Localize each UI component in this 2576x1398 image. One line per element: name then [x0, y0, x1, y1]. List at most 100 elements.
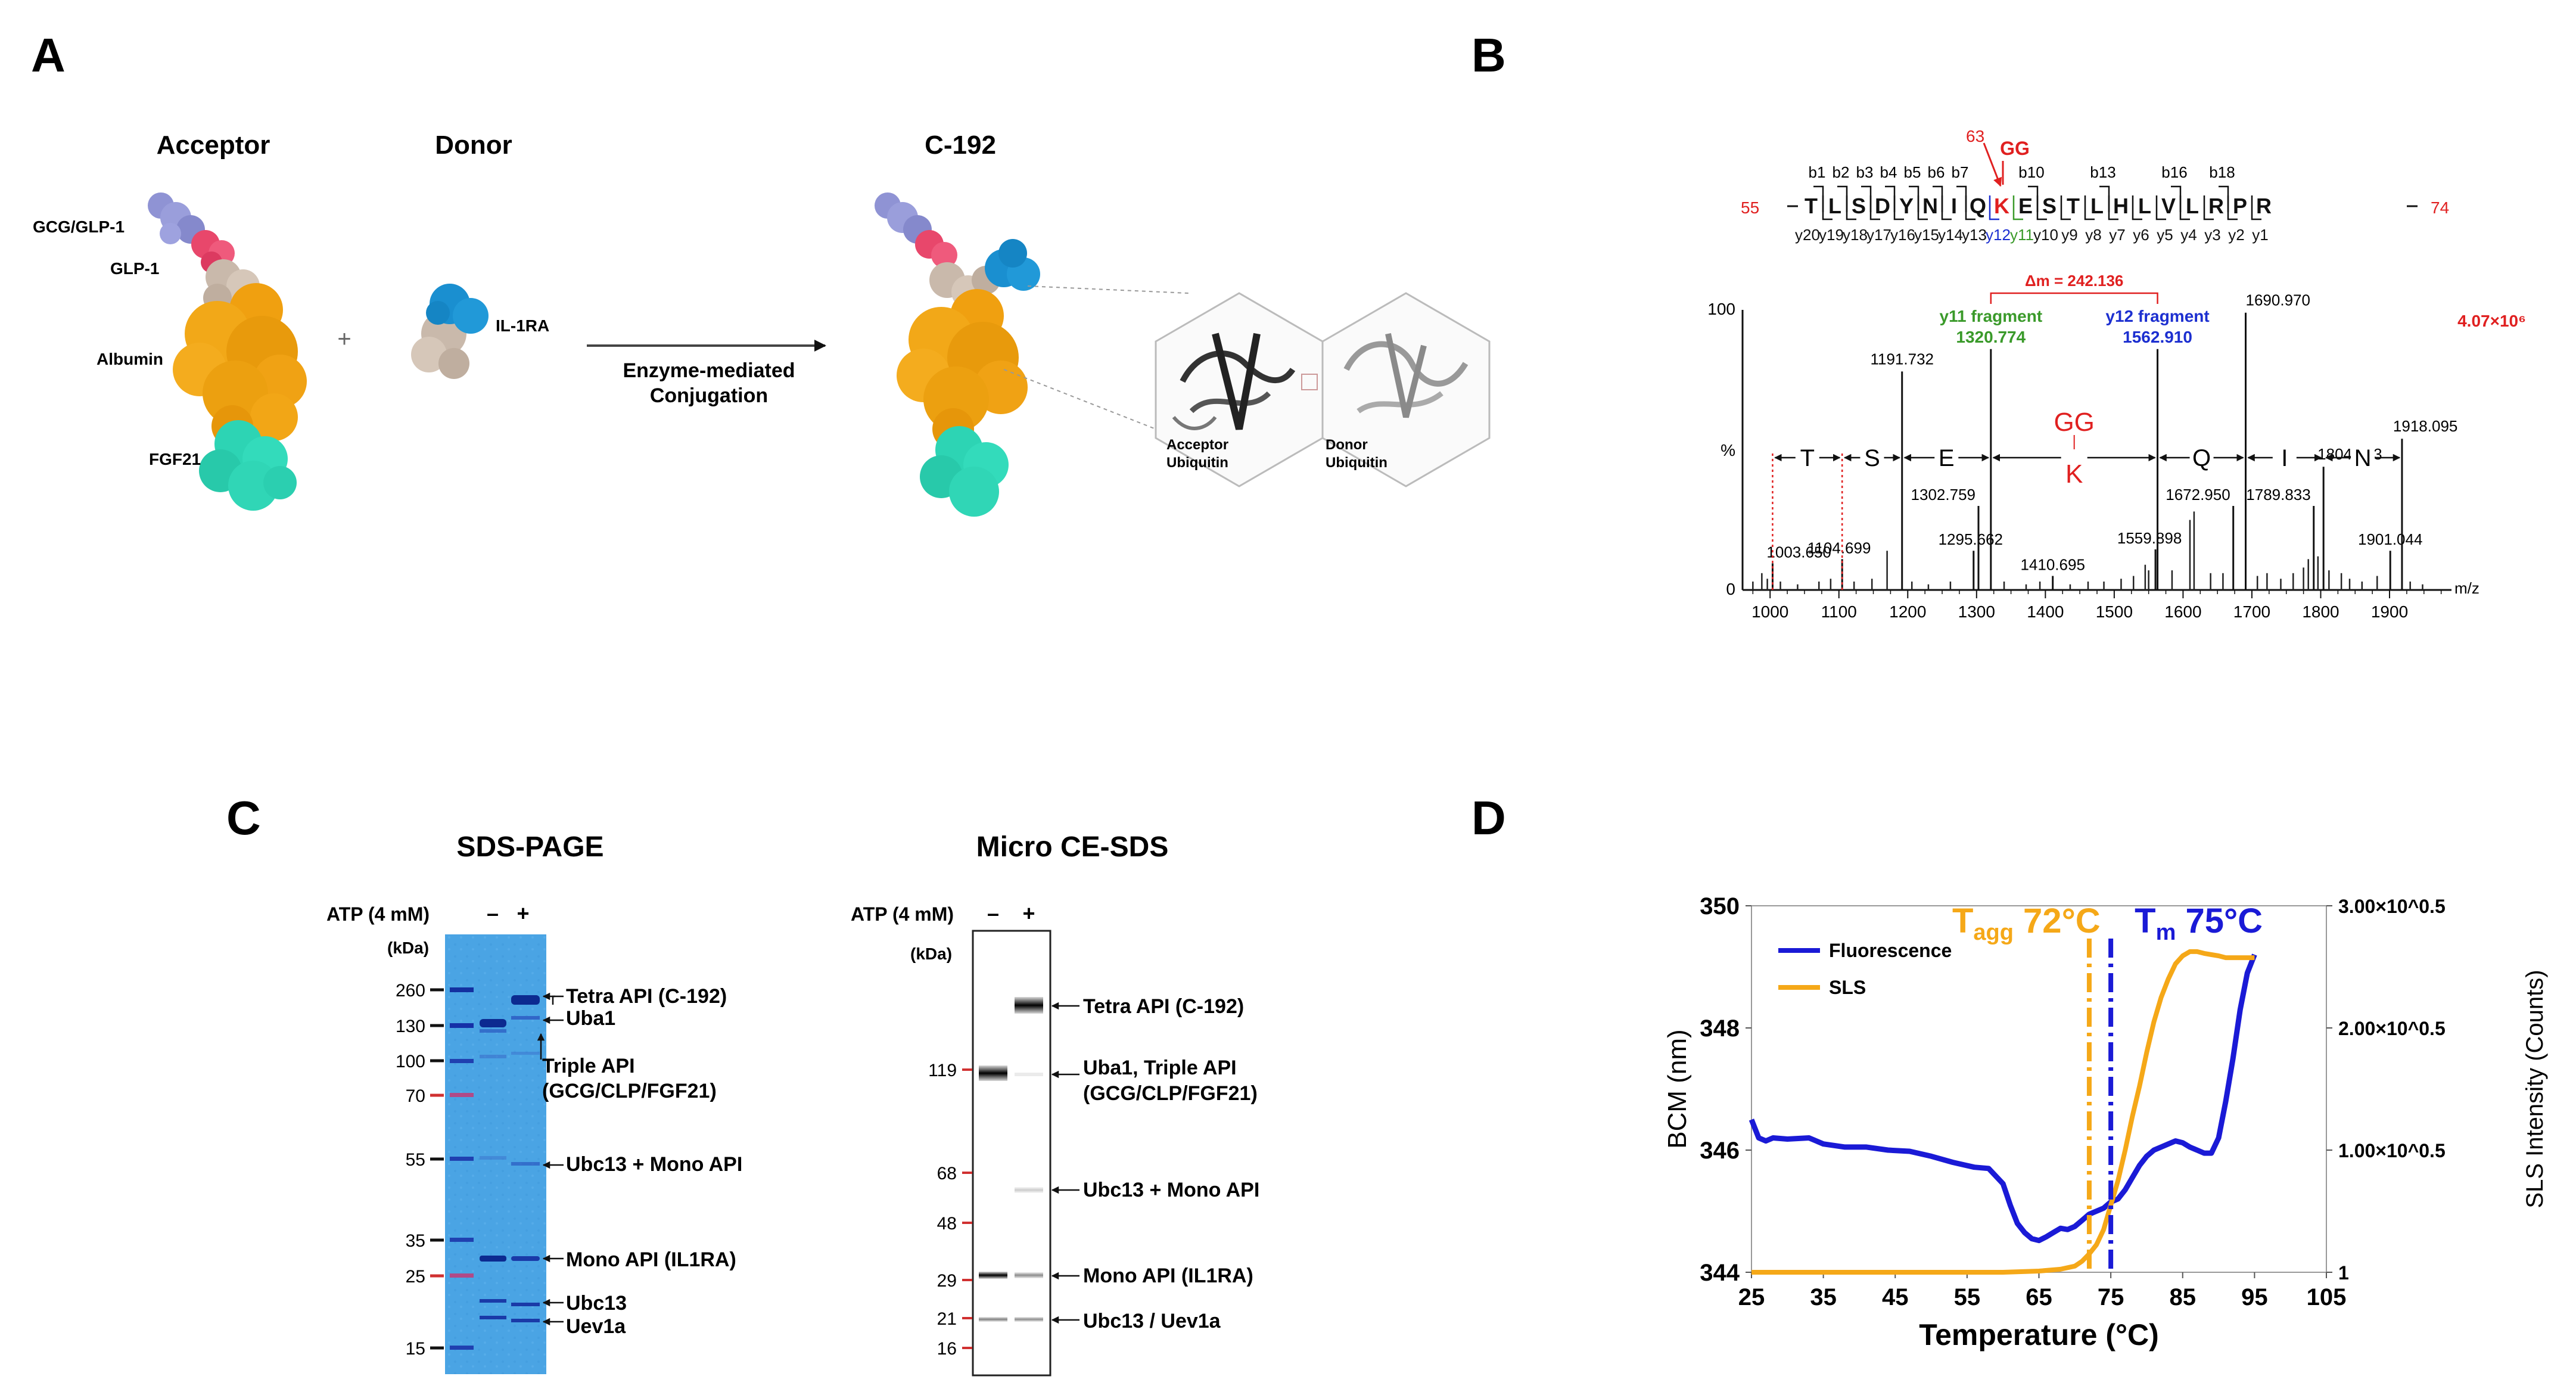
arrow-label-line1: Enzyme-mediated: [623, 359, 795, 382]
panel-c: SDS-PAGE Micro CE-SDS ATP (4 mM) – + (kD…: [326, 831, 1259, 1377]
residue-17: L: [2186, 194, 2199, 218]
ce-band-label: Ubc13 / Uev1a: [1083, 1310, 1221, 1332]
y-ion-bracket: [1941, 195, 1952, 220]
spectrum-peak-label: 1104.699: [1807, 539, 1871, 557]
residue-11: S: [2042, 194, 2057, 218]
y-ion-bracket: [2227, 195, 2238, 220]
y-ion-label: y12: [1986, 226, 2011, 244]
x-tick-label: 105: [2307, 1284, 2347, 1310]
y-ion-bracket: [1965, 195, 1975, 220]
label-albumin: Albumin: [97, 350, 163, 368]
y-ion-label: y18: [1843, 226, 1868, 244]
gcg-glp1-domain: [148, 192, 205, 244]
b-ion-label: b13: [2090, 163, 2115, 181]
y-ion-bracket: [1846, 195, 1856, 220]
ce-band-label: Uba1, Triple API: [1083, 1057, 1237, 1079]
spectrum-peak-label: 1918.095: [2393, 417, 2457, 435]
spectrum-peak-label: 1191.732: [1870, 350, 1934, 368]
residue-16: V: [2161, 194, 2176, 218]
b-ion-label: b18: [2209, 163, 2235, 181]
ce-lane-minus-bands: [979, 1065, 1007, 1322]
residue-gap-mask: [1860, 443, 1884, 472]
sds-marker-value: 55: [406, 1150, 425, 1170]
label-glp1: GLP-1: [110, 259, 159, 278]
y-tick-label: 346: [1700, 1138, 1740, 1164]
y2-tick-label: 1.00×10^0.5: [2338, 1140, 2446, 1161]
y2-tick-label: 3.00×10^0.5: [2338, 896, 2446, 917]
y-ion-bracket: [2060, 195, 2071, 220]
panel-b: 55 74T L S D Y N I Q K E S T L H L V L R P Rb1 b2 b3 b4 b5 b6 b7 b1…: [1707, 127, 2526, 621]
sds-band-label: Tetra API (C-192): [566, 985, 727, 1008]
y-ion-label: y15: [1914, 226, 1939, 244]
y11-fragment-mz: 1320.774: [1956, 328, 2026, 346]
ce-band-labels: Tetra API (C-192) Uba1, Triple API (GCG/CL…: [1051, 995, 1259, 1332]
ms-spectrum: 100% 0 m/z 1000 1100 1200 1300 1400 1500 1600 1700…: [1707, 272, 2526, 621]
sds-kda-label: (kDa): [387, 939, 429, 957]
sds-page-title: SDS-PAGE: [456, 831, 603, 863]
spectrum-x-tick-label: 1200: [1889, 602, 1926, 621]
y-ion-label: y19: [1819, 226, 1844, 244]
residue-1: T: [1805, 194, 1818, 218]
y-ion-label: y13: [1962, 226, 1987, 244]
zoom-line-top: [1027, 285, 1189, 294]
label-il1ra: IL-1RA: [496, 316, 549, 335]
b-ion-label: b7: [1952, 163, 1969, 181]
x-tick-label: 85: [2170, 1284, 2197, 1310]
residue-gap-letter: E: [1939, 445, 1955, 471]
sds-band-label: Uba1: [566, 1007, 615, 1030]
residue-gap-gg: GG: [2054, 408, 2094, 437]
y-ion-bracket: [2132, 195, 2142, 220]
spectrum-x-unit: m/z: [2454, 579, 2479, 597]
end-residue-number: 74: [2431, 198, 2449, 217]
residue-gap-mask: [2189, 443, 2214, 472]
donor-title: Donor: [435, 131, 512, 160]
marker-symbol: T: [1952, 902, 1973, 940]
ce-band-label: Mono API (IL1RA): [1083, 1265, 1253, 1287]
delta-mass-label: Δm = 242.136: [2025, 272, 2123, 290]
x-axis-title: Temperature (°C): [1919, 1318, 2158, 1352]
y-tick-label: 350: [1700, 893, 1740, 919]
sds-lane-minus-bands: [480, 1019, 506, 1319]
ce-marker-value: 68: [937, 1164, 957, 1183]
residue-5: Y: [1899, 194, 1914, 218]
y-ion-label: y8: [2085, 226, 2101, 244]
plus-sign: +: [337, 326, 351, 352]
x-tick-label: 75: [2098, 1284, 2124, 1310]
ce-lane-plus-bands: [1015, 997, 1043, 1322]
b-ion-label: b2: [1833, 163, 1850, 181]
y-tick-label: 348: [1700, 1015, 1740, 1042]
sds-marker-value: 35: [406, 1231, 425, 1251]
y-axis-title: BCM (nm): [1663, 1029, 1692, 1148]
y-ion-label: y20: [1795, 226, 1820, 244]
ce-atp-label: ATP (4 mM): [851, 903, 954, 925]
fgf21-domain: [199, 420, 297, 511]
residue-15: L: [2138, 194, 2151, 218]
y-ion-label: y4: [2180, 226, 2197, 244]
marker-value: 72°C: [2014, 902, 2101, 940]
y-ion-bracket: [2084, 195, 2095, 220]
spectrum-x-tick-label: 1000: [1751, 602, 1788, 621]
y-ion-label: y3: [2204, 226, 2220, 244]
panel-a: Acceptor Donor C-192: [33, 131, 1491, 517]
acceptor-protein: [148, 192, 307, 511]
donor-ubiquitin-label-2: Ubiquitin: [1326, 455, 1387, 471]
y-ion-bracket: [2203, 195, 2214, 220]
x-tick-label: 95: [2241, 1284, 2268, 1310]
sds-band-label: Uev1a: [566, 1315, 626, 1338]
sds-marker-value: 15: [406, 1339, 425, 1359]
sds-band-label: Triple API: [542, 1055, 635, 1077]
x-tick-label: 45: [1882, 1284, 1909, 1310]
residue-14: H: [2113, 194, 2129, 218]
sds-marker-value: 130: [396, 1017, 425, 1036]
b-ion-bracket: [1956, 185, 1967, 212]
donor-ubiquitin-label-1: Donor: [1326, 437, 1368, 453]
tagg-marker-label: Tagg 72°C: [1952, 902, 2101, 945]
ce-marker-scale: 119 68 48 29 21 16: [928, 1061, 972, 1359]
sds-band-labels: Tetra API (C-192)Uba1 Triple API (GCG/CLP/…: [537, 985, 742, 1338]
y-ion-bracket: [2108, 195, 2118, 220]
spectrum-y-top-label: 100: [1707, 300, 1735, 318]
residue-18: R: [2208, 194, 2224, 218]
donor-protein: [411, 284, 489, 379]
y-ion-label: y6: [2133, 226, 2149, 244]
ce-band-label: Ubc13 + Mono API: [1083, 1179, 1259, 1201]
